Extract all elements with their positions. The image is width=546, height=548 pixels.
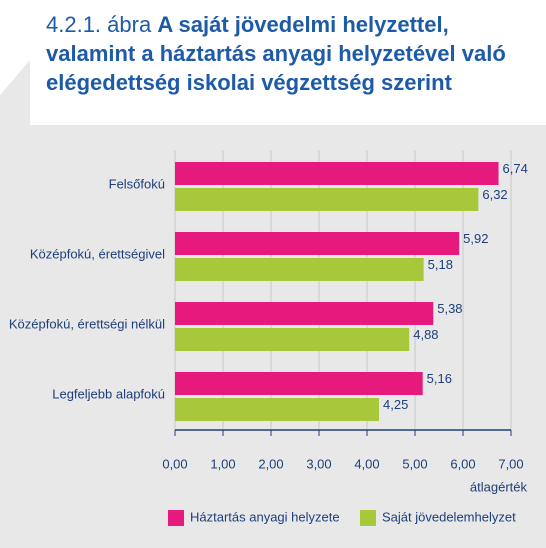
x-tick-label: 3,00 xyxy=(306,456,331,471)
x-tick-label: 7,00 xyxy=(498,456,523,471)
x-tick-label: 6,00 xyxy=(450,456,475,471)
y-tick-label: Felsőfokú xyxy=(109,176,165,191)
value-label: 4,25 xyxy=(383,397,408,412)
bar xyxy=(175,162,499,185)
bar xyxy=(175,302,434,325)
title-number: 4.2.1. ábra xyxy=(46,12,152,37)
value-label: 6,74 xyxy=(503,161,528,176)
x-tick-label: 4,00 xyxy=(354,456,379,471)
x-axis-label: átlagérték xyxy=(470,479,528,494)
chart-title: 4.2.1. ábra A saját jövedelmi helyzettel… xyxy=(46,10,536,97)
legend-swatch xyxy=(360,510,376,526)
value-label: 6,32 xyxy=(482,187,507,202)
x-tick-label: 2,00 xyxy=(258,456,283,471)
bar xyxy=(175,372,423,395)
y-tick-label: Középfokú, érettségi nélkül xyxy=(9,316,165,331)
value-label: 4,88 xyxy=(413,327,438,342)
legend-swatch xyxy=(168,510,184,526)
x-tick-label: 5,00 xyxy=(402,456,427,471)
bar xyxy=(175,328,410,351)
x-tick-label: 1,00 xyxy=(210,456,235,471)
value-label: 5,16 xyxy=(427,371,452,386)
value-label: 5,38 xyxy=(437,301,462,316)
bar xyxy=(175,232,460,255)
value-label: 5,18 xyxy=(428,257,453,272)
bar xyxy=(175,398,379,421)
y-tick-label: Legfeljebb alapfokú xyxy=(52,386,165,401)
bar xyxy=(175,258,424,281)
bar xyxy=(175,188,479,211)
y-tick-label: Középfokú, érettségivel xyxy=(30,246,165,261)
value-label: 5,92 xyxy=(463,231,488,246)
legend-label: Háztartás anyagi helyzete xyxy=(190,509,340,524)
title-text: A saját jövedelmi helyzettel, valamint a… xyxy=(46,12,506,95)
x-tick-label: 0,00 xyxy=(162,456,187,471)
legend-label: Saját jövedelemhelyzet xyxy=(382,509,516,524)
